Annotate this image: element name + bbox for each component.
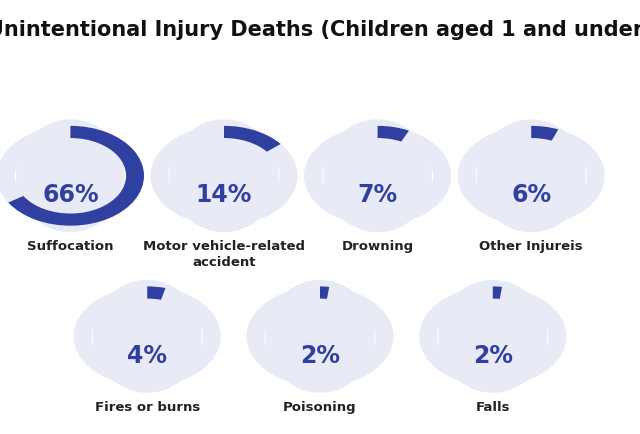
Wedge shape — [246, 286, 394, 386]
Ellipse shape — [438, 280, 547, 393]
Text: Poisoning: Poisoning — [283, 401, 357, 414]
Text: Falls: Falls — [476, 401, 510, 414]
Wedge shape — [0, 126, 144, 226]
Wedge shape — [74, 286, 221, 386]
Text: 4%: 4% — [127, 344, 167, 368]
Ellipse shape — [477, 119, 586, 232]
Text: 2%: 2% — [300, 344, 340, 368]
Wedge shape — [493, 286, 502, 299]
Ellipse shape — [323, 119, 432, 232]
Text: 7%: 7% — [358, 183, 397, 207]
Text: Drowning: Drowning — [342, 240, 413, 253]
Wedge shape — [224, 126, 281, 152]
Ellipse shape — [266, 280, 374, 393]
Wedge shape — [419, 286, 566, 386]
Wedge shape — [531, 126, 558, 141]
Text: Fires or burns: Fires or burns — [95, 401, 200, 414]
Text: Unintentional Injury Deaths (Children aged 1 and under): Unintentional Injury Deaths (Children ag… — [0, 20, 640, 39]
Ellipse shape — [93, 280, 202, 393]
Text: 2%: 2% — [473, 344, 513, 368]
Wedge shape — [458, 126, 605, 226]
Wedge shape — [150, 126, 298, 226]
Text: Suffocation: Suffocation — [27, 240, 114, 253]
Wedge shape — [320, 286, 329, 299]
Wedge shape — [304, 126, 451, 226]
Ellipse shape — [170, 119, 278, 232]
Text: 14%: 14% — [196, 183, 252, 207]
Wedge shape — [378, 126, 409, 141]
Text: 66%: 66% — [42, 183, 99, 207]
Ellipse shape — [16, 119, 125, 232]
Text: 6%: 6% — [511, 183, 551, 207]
Text: Other Injureis: Other Injureis — [479, 240, 583, 253]
Wedge shape — [8, 126, 144, 226]
Wedge shape — [147, 286, 166, 300]
Text: Motor vehicle-related
accident: Motor vehicle-related accident — [143, 240, 305, 269]
